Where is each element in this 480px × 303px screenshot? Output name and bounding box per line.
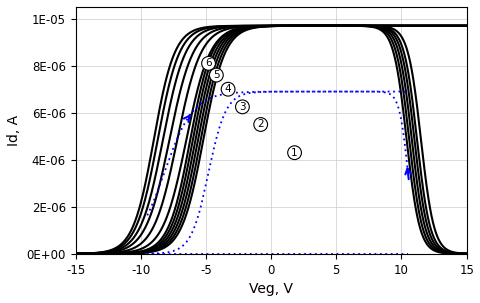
Text: 4: 4 (224, 84, 231, 94)
X-axis label: Veg, V: Veg, V (249, 282, 292, 296)
Text: 1: 1 (291, 148, 297, 158)
Text: 5: 5 (213, 70, 219, 80)
Text: 2: 2 (257, 119, 264, 129)
Text: 6: 6 (205, 58, 211, 68)
Y-axis label: Id, A: Id, A (7, 115, 21, 146)
Text: 3: 3 (239, 102, 245, 112)
